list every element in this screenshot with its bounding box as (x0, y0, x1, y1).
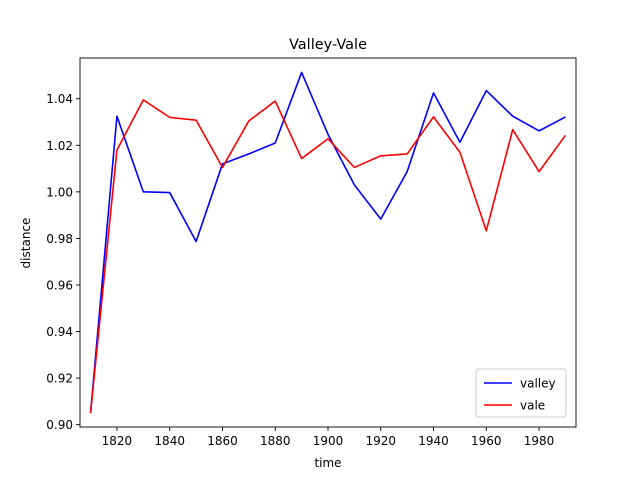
x-tick-label: 1840 (154, 434, 185, 448)
legend-label-valley: valley (520, 377, 556, 391)
y-tick-label: 1.02 (46, 139, 73, 153)
y-axis-label: distance (19, 218, 33, 269)
x-tick-label: 1960 (471, 434, 502, 448)
x-tick-label: 1820 (102, 434, 133, 448)
y-tick-label: 0.90 (46, 418, 73, 432)
y-tick-label: 0.98 (46, 232, 73, 246)
x-tick-label: 1860 (207, 434, 238, 448)
plot-area: 1820 1840 1860 1880 1900 1920 1940 1960 1980 0.90… (46, 57, 577, 448)
y-tick-label: 0.94 (46, 325, 73, 339)
x-tick-label: 1940 (418, 434, 449, 448)
y-tick-label: 0.92 (46, 372, 73, 386)
x-tick-label: 1900 (313, 434, 344, 448)
x-tick-label: 1920 (365, 434, 396, 448)
legend-label-vale: vale (520, 399, 545, 413)
y-tick-label: 1.04 (46, 92, 73, 106)
y-tick-label: 1.00 (46, 185, 73, 199)
y-tick-label: 0.96 (46, 278, 73, 292)
series-line-vale (89, 99, 567, 414)
x-tick-label: 1980 (524, 434, 555, 448)
x-tick-label: 1880 (260, 434, 291, 448)
legend: valley vale (475, 368, 567, 418)
x-axis-label: time (314, 456, 341, 470)
series-line-valley (89, 71, 566, 414)
chart-title: Valley-Vale (289, 37, 367, 53)
